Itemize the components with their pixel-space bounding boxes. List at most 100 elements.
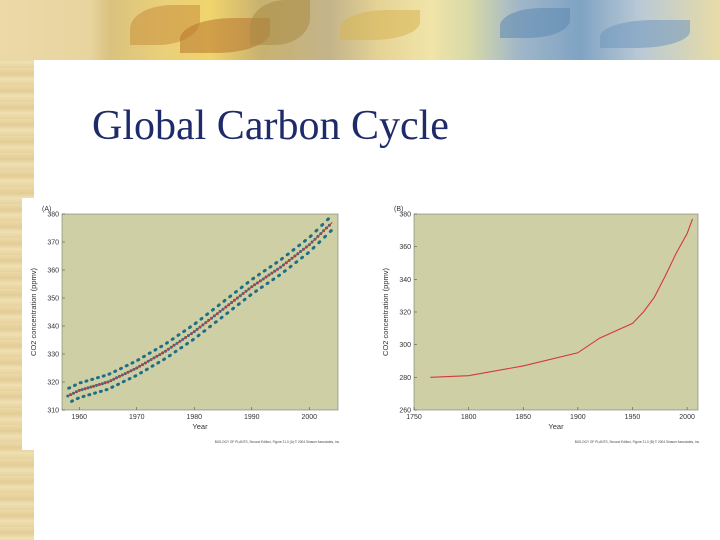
chart-a: (A) 310 320 330 340 350 360 370 380 1960 1970 1980 1…	[29, 206, 340, 444]
chart-b-plot-area	[413, 213, 699, 411]
chart-a-monthly-point	[312, 245, 316, 249]
chart-a-monthly-point	[151, 364, 155, 368]
chart-a-monthly-point	[165, 341, 169, 345]
chart-a-monthly-point	[260, 285, 264, 289]
chart-a-monthly-point	[263, 268, 267, 272]
chart-a-monthly-point	[298, 243, 302, 247]
chart-a-monthly-point	[108, 372, 112, 376]
chart-a-monthly-point	[171, 337, 175, 341]
chart-a-monthly-point	[191, 338, 195, 341]
chart-a-ytick-label: 340	[47, 324, 59, 331]
chart-a-monthly-point	[137, 358, 141, 362]
chart-a-xtick-label: 1980	[186, 414, 202, 421]
chart-a-xtick-label: 1960	[71, 414, 87, 421]
chart-a-monthly-point	[289, 264, 293, 268]
chart-a-monthly-point	[85, 379, 89, 383]
chart-a-monthly-point	[117, 382, 120, 386]
chart-a-ytick-label: 360	[47, 268, 59, 275]
chart-a-monthly-point	[203, 329, 207, 333]
slide-title: Global Carbon Cycle	[92, 103, 449, 149]
chart-a-xlabel: Year	[192, 422, 208, 431]
chart-a-monthly-point	[249, 293, 253, 297]
chart-a-monthly-point	[91, 377, 95, 381]
chart-b-xtick-label: 1950	[625, 414, 641, 421]
chart-a-monthly-point	[114, 369, 118, 373]
chart-a-monthly-point	[206, 312, 210, 316]
chart-a-monthly-point	[286, 252, 290, 256]
chart-b-xlabel: Year	[548, 422, 564, 431]
chart-a-monthly-point	[102, 374, 106, 378]
chart-a-monthly-point	[272, 277, 276, 281]
chart-a-monthly-point	[257, 272, 261, 276]
chart-a-monthly-point	[240, 285, 244, 289]
chart-a-monthly-point	[295, 260, 299, 264]
chart-a-monthly-point	[303, 239, 307, 242]
chart-a-ytick-label: 350	[47, 296, 59, 303]
chart-a-ytick-label: 310	[47, 408, 59, 415]
chart-b-xtick-label: 1850	[515, 414, 531, 421]
chart-a-panel-label: (A)	[42, 206, 51, 213]
chart-a-monthly-point	[160, 344, 164, 348]
chart-a-monthly-point	[209, 324, 212, 328]
chart-a-monthly-point	[306, 251, 310, 255]
chart-a-monthly-point	[128, 377, 132, 380]
chart-a-xtick-label: 1990	[244, 414, 260, 421]
chart-a-monthly-point	[168, 353, 172, 357]
chart-a-monthly-point	[177, 333, 181, 337]
chart-a-monthly-point	[246, 281, 250, 284]
chart-a-monthly-point	[237, 302, 241, 306]
chart-a-xtick-label: 2000	[301, 414, 317, 421]
chart-a-monthly-point	[188, 325, 192, 329]
chart-a-monthly-point	[329, 229, 333, 233]
chart-a-monthly-point	[309, 234, 313, 238]
chart-a-monthly-point	[125, 363, 129, 367]
chart-a-monthly-point	[324, 234, 327, 238]
chart-a-monthly-point	[73, 383, 77, 387]
chart-b-xtick-label: 1800	[461, 414, 477, 421]
chart-b-ytick-label: 360	[399, 244, 411, 251]
chart-a-monthly-point	[154, 348, 158, 351]
chart-a-monthly-point	[232, 306, 235, 310]
chart-b-credit: BIOLOGY OF PLANTS, Second Edition, Figur…	[575, 440, 700, 444]
chart-b: (B) 260 280 300 320 340 360 380 1750 1800 1850 1900…	[381, 206, 700, 444]
chart-a-monthly-point	[82, 394, 86, 398]
chart-a-monthly-point	[142, 354, 146, 358]
chart-b-ytick-label: 340	[399, 277, 411, 284]
chart-a-ytick-label: 380	[47, 212, 59, 219]
chart-a-monthly-point	[326, 217, 330, 221]
chart-a-monthly-point	[79, 381, 83, 385]
chart-a-monthly-point	[131, 361, 135, 365]
chart-a-ytick-label: 320	[47, 380, 59, 387]
chart-a-monthly-point	[71, 399, 74, 403]
chart-a-monthly-point	[278, 273, 281, 277]
chart-a-monthly-point	[280, 256, 284, 260]
chart-b-panel-label: (B)	[394, 206, 403, 213]
chart-b-ytick-label: 260	[399, 408, 411, 415]
chart-a-monthly-point	[220, 315, 224, 319]
chart-a-monthly-point	[223, 298, 227, 302]
chart-panel-a: (A) 310 320 330 340 350 360 370 380 1960 1970 1980 1…	[22, 198, 360, 450]
chart-a-monthly-point	[211, 307, 215, 311]
chart-a-monthly-point	[301, 255, 304, 259]
chart-b-ytick-label: 280	[399, 375, 411, 382]
chart-b-xtick-label: 1900	[570, 414, 586, 421]
chart-a-plot-area	[61, 213, 339, 411]
chart-a-monthly-point	[99, 389, 103, 393]
chart-panel-b: (B) 260 280 300 320 340 360 380 1750 1800 1850 1900…	[378, 198, 708, 450]
chart-a-monthly-point	[105, 388, 109, 392]
chart-a-monthly-point	[180, 345, 184, 349]
chart-a-monthly-point	[148, 351, 152, 355]
chart-a-monthly-point	[88, 393, 92, 397]
chart-a-monthly-point	[186, 341, 189, 345]
chart-a-monthly-point	[229, 294, 233, 298]
chart-a-monthly-point	[226, 311, 230, 315]
chart-a-monthly-point	[119, 366, 123, 370]
chart-b-ytick-label: 320	[399, 310, 411, 317]
chart-a-monthly-point	[269, 265, 273, 268]
chart-a-monthly-point	[140, 371, 143, 374]
chart-a-monthly-point	[134, 374, 138, 378]
chart-a-monthly-point	[157, 360, 161, 364]
chart-a-credit: BIOLOGY OF PLANTS, Second Edition, Figur…	[215, 440, 340, 444]
chart-a-monthly-point	[275, 261, 279, 264]
chart-b-series-line	[430, 218, 694, 378]
